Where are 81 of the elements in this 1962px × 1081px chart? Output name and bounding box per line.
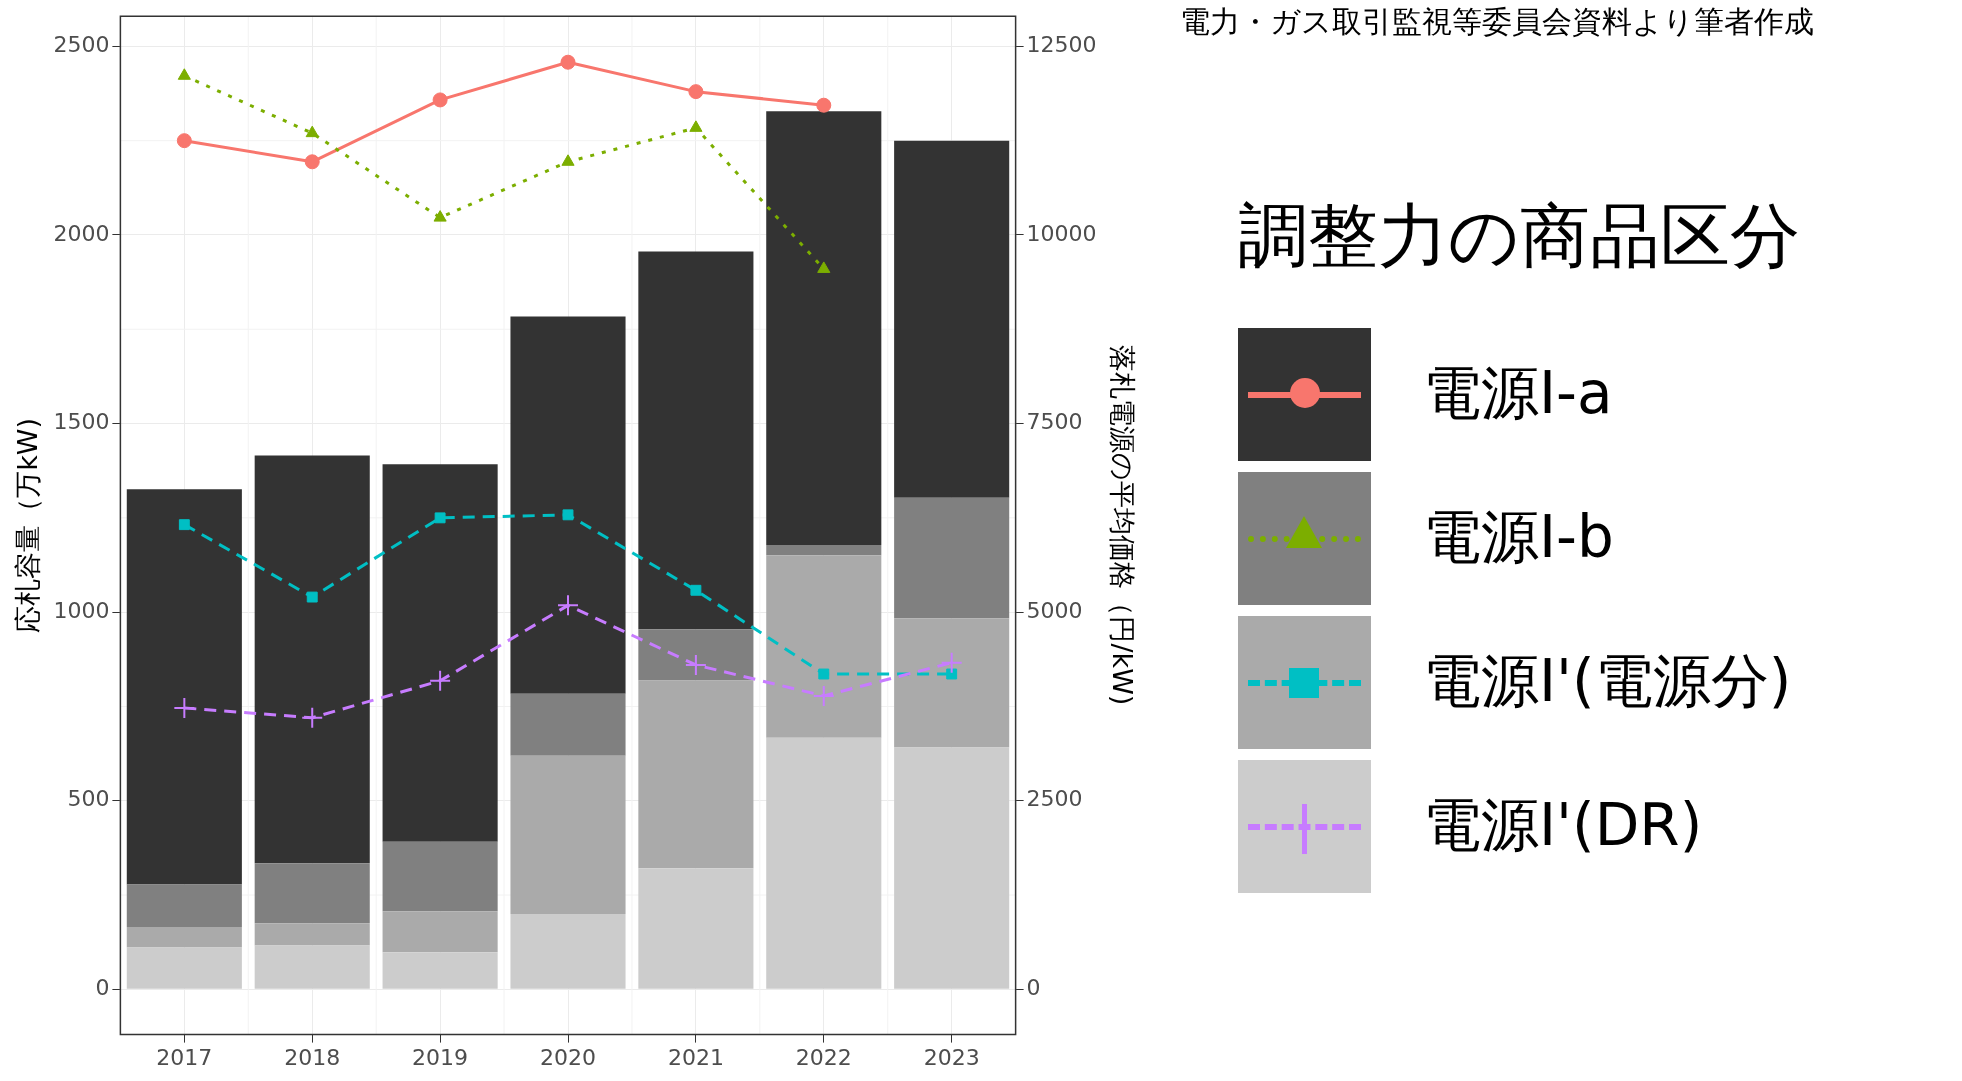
x-tick-label: 2018 (284, 1044, 341, 1070)
point (684, 653, 707, 676)
point (940, 651, 963, 674)
point (176, 133, 192, 149)
y-tick-label: 1500 (53, 409, 110, 435)
bar (126, 489, 242, 885)
point (946, 668, 958, 680)
point (817, 261, 831, 273)
y-tick-label: 2000 (53, 220, 110, 246)
y-tick-label: 0 (95, 975, 110, 1001)
legend-label: 電源I-a (1423, 358, 1613, 429)
bar (766, 555, 882, 738)
bar (766, 111, 882, 546)
legend-label: 電源I-b (1423, 502, 1614, 573)
y-tick-label: 1000 (53, 597, 110, 623)
point (689, 120, 703, 132)
bar (382, 841, 498, 912)
bar (766, 545, 882, 556)
y-axis-title: 応札容量（万kW) (12, 417, 44, 633)
bar (510, 913, 626, 989)
point (301, 706, 324, 729)
point (688, 84, 704, 100)
bar (510, 316, 626, 694)
bar (894, 140, 1010, 498)
bar (254, 455, 370, 864)
bar (894, 497, 1010, 619)
point (690, 584, 702, 596)
point (557, 594, 579, 617)
x-tick-label: 2020 (540, 1044, 596, 1070)
x-tick-label: 2019 (412, 1044, 469, 1070)
y-tick-label: 2500 (53, 32, 110, 58)
x-tick-label: 2022 (795, 1044, 852, 1070)
bar (126, 927, 242, 948)
bar (382, 911, 498, 953)
bar (510, 693, 626, 756)
point (306, 591, 318, 603)
point (432, 92, 448, 108)
bar (126, 947, 242, 989)
point (178, 519, 190, 531)
y2-tick-label: 7500 (1026, 409, 1083, 435)
bar (254, 923, 370, 946)
point (561, 154, 575, 166)
bar (766, 737, 882, 989)
y-tick-label: 500 (67, 786, 110, 812)
y2-tick-label: 10000 (1026, 220, 1097, 246)
bar (510, 755, 626, 914)
bar (638, 680, 754, 869)
point (812, 684, 835, 707)
bar (894, 618, 1010, 748)
point (434, 512, 446, 524)
point (304, 154, 320, 170)
bar (638, 868, 754, 989)
bar (894, 747, 1010, 989)
bar (126, 884, 242, 928)
legend-title: 調整力の商品区分 (1238, 194, 1800, 279)
y2-tick-label: 12500 (1026, 32, 1097, 58)
x-tick-label: 2017 (156, 1044, 213, 1070)
point (433, 210, 447, 222)
point (173, 696, 196, 719)
bar (382, 464, 498, 842)
point (562, 509, 574, 521)
bar (382, 952, 498, 989)
point (818, 668, 830, 680)
point (560, 54, 576, 70)
bar (254, 863, 370, 924)
point (177, 68, 191, 80)
legend-label: 電源I'(DR) (1423, 790, 1703, 861)
point (816, 97, 832, 113)
y2-tick-label: 0 (1026, 975, 1041, 1001)
y2-tick-label: 5000 (1026, 597, 1083, 623)
point (305, 125, 319, 138)
legend-label: 電源I'(電源分) (1423, 646, 1792, 717)
bar (638, 629, 754, 681)
x-tick-label: 2023 (923, 1044, 980, 1070)
text: 電力・ガス取引監視等委員会資料より筆者作成 (1180, 3, 1814, 41)
y2-tick-label: 2500 (1026, 786, 1083, 812)
y2-axis-title: 落札電源の平均価格（円/kW) (1106, 345, 1138, 706)
bar (638, 251, 754, 630)
bar (254, 945, 370, 989)
point (429, 669, 452, 692)
x-tick-label: 2021 (667, 1044, 724, 1070)
